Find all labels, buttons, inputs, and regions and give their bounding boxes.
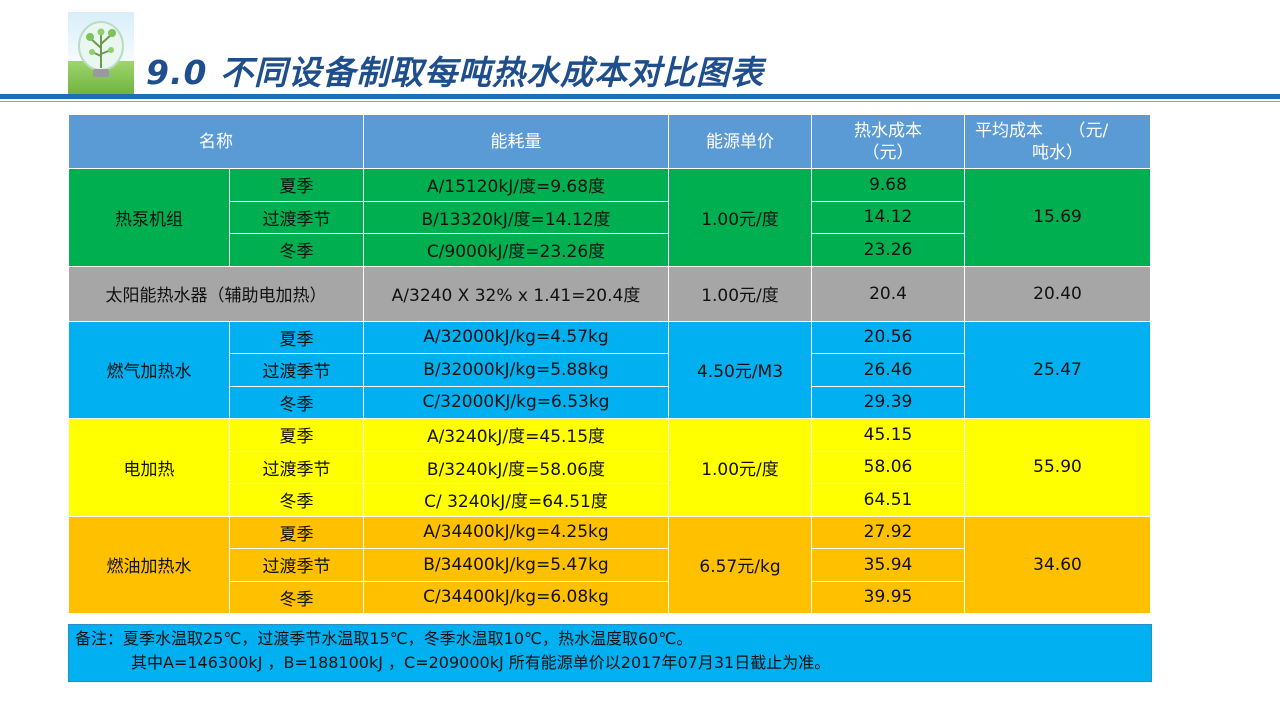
unit-price-cell: 1.00元/度 bbox=[668, 418, 812, 517]
unit-price-cell: 6.57元/kg bbox=[668, 515, 812, 614]
device-name-cell: 热泵机组 bbox=[68, 168, 230, 267]
table-row: 燃油加热水 夏季 A/34400kJ/kg=4.25kg 6.57元/kg 27… bbox=[68, 515, 1151, 614]
device-name-cell: 太阳能热水器（辅助电加热） bbox=[68, 265, 364, 322]
cost-cell: 39.95 bbox=[811, 580, 965, 614]
season-cell: 夏季 bbox=[229, 320, 364, 354]
unit-price-cell: 1.00元/度 bbox=[668, 265, 812, 322]
season-cell: 夏季 bbox=[229, 168, 364, 202]
cost-cell: 64.51 bbox=[811, 483, 965, 517]
table-row: 热泵机组 夏季 A/15120kJ/度=9.68度 1.00元/度 9.68 1… bbox=[68, 168, 1151, 267]
energy-cell: C/32000KJ/kg=6.53kg bbox=[363, 385, 669, 419]
column-header-cost-line1: 热水成本 bbox=[854, 120, 922, 141]
cost-cell: 27.92 bbox=[811, 515, 965, 549]
unit-price-cell: 4.50元/M3 bbox=[668, 320, 812, 419]
season-cell: 过渡季节 bbox=[229, 353, 364, 387]
season-cell: 冬季 bbox=[229, 233, 364, 267]
table-row: 冬季 C/34400kJ/kg=6.08kg 39.95 bbox=[69, 580, 1151, 614]
column-header-energy: 能耗量 bbox=[363, 114, 669, 169]
remarks-box: 备注：夏季水温取25℃，过渡季节水温取15℃，冬季水温取10℃，热水温度取60℃… bbox=[68, 624, 1152, 682]
energy-cell: A/34400kJ/kg=4.25kg bbox=[363, 515, 669, 549]
average-cost-cell: 55.90 bbox=[964, 418, 1151, 517]
table-row: 太阳能热水器（辅助电加热） A/3240 X 32% x 1.41=20.4度 … bbox=[68, 265, 1151, 322]
cost-cell: 35.94 bbox=[811, 548, 965, 582]
energy-cell: A/3240kJ/度=45.15度 bbox=[363, 418, 669, 452]
cost-cell: 45.15 bbox=[811, 418, 965, 452]
season-cell: 过渡季节 bbox=[229, 200, 364, 234]
table-row: 电加热 夏季 A/3240kJ/度=45.15度 1.00元/度 45.15 5… bbox=[68, 418, 1151, 517]
column-header-cost-line2: （元） bbox=[862, 142, 914, 163]
column-header-hot-water-cost: 热水成本 （元） bbox=[811, 114, 965, 169]
cost-cell: 23.26 bbox=[811, 233, 965, 267]
cost-cell: 26.46 bbox=[811, 353, 965, 387]
season-cell: 夏季 bbox=[229, 515, 364, 549]
device-name-cell: 电加热 bbox=[68, 418, 230, 517]
energy-cell: B/3240kJ/度=58.06度 bbox=[363, 450, 669, 484]
column-header-average-cost: 平均成本 （元/ 吨水） bbox=[964, 114, 1151, 169]
energy-cell: A/3240 X 32% x 1.41=20.4度 bbox=[363, 265, 669, 322]
season-cell: 冬季 bbox=[229, 580, 364, 614]
remarks-line-2: 其中A=146300kJ ，B=188100kJ ，C=209000kJ 所有能… bbox=[131, 653, 831, 672]
cost-cell: 9.68 bbox=[811, 168, 965, 202]
average-cost-cell: 25.47 bbox=[964, 320, 1151, 419]
cost-cell: 14.12 bbox=[811, 200, 965, 234]
cost-cell: 20.56 bbox=[811, 320, 965, 354]
table-row: 燃气加热水 夏季 A/32000kJ/kg=4.57kg 4.50元/M3 20… bbox=[68, 320, 1151, 419]
column-header-unit-price: 能源单价 bbox=[668, 114, 812, 169]
table-row: 过渡季节 B/32000kJ/kg=5.88kg 26.46 bbox=[69, 353, 1151, 387]
page-title: 9.0 不同设备制取每吨热水成本对比图表 bbox=[146, 53, 764, 92]
average-cost-cell: 34.60 bbox=[964, 515, 1151, 614]
energy-cell: B/32000kJ/kg=5.88kg bbox=[363, 353, 669, 387]
cost-comparison-table: 名称 能耗量 能源单价 热水成本 （元） 平均成本 （元/ 吨水） 热泵机组 夏… bbox=[68, 114, 1151, 614]
column-header-average-line2: 吨水） bbox=[1032, 142, 1083, 163]
energy-cell: B/13320kJ/度=14.12度 bbox=[363, 200, 669, 234]
energy-cell: A/32000kJ/kg=4.57kg bbox=[363, 320, 669, 354]
unit-price-cell: 1.00元/度 bbox=[668, 168, 812, 267]
energy-cell: B/34400kJ/kg=5.47kg bbox=[363, 548, 669, 582]
season-cell: 冬季 bbox=[229, 385, 364, 419]
logo-lightbulb-image bbox=[68, 12, 134, 94]
cost-cell: 58.06 bbox=[811, 450, 965, 484]
remarks-line-1: 备注：夏季水温取25℃，过渡季节水温取15℃，冬季水温取10℃，热水温度取60℃… bbox=[75, 629, 693, 648]
season-cell: 过渡季节 bbox=[229, 450, 364, 484]
cost-cell: 20.4 bbox=[811, 265, 965, 322]
energy-cell: C/9000kJ/度=23.26度 bbox=[363, 233, 669, 267]
title-divider-thin bbox=[0, 101, 1280, 102]
table-row: 过渡季节 B/13320kJ/度=14.12度 14.12 bbox=[69, 200, 1151, 234]
table-row: 冬季 C/32000KJ/kg=6.53kg 29.39 bbox=[69, 385, 1151, 419]
average-cost-cell: 15.69 bbox=[964, 168, 1151, 267]
season-cell: 过渡季节 bbox=[229, 548, 364, 582]
column-header-name: 名称 bbox=[68, 114, 364, 169]
energy-cell: C/ 3240kJ/度=64.51度 bbox=[363, 483, 669, 517]
season-cell: 夏季 bbox=[229, 418, 364, 452]
average-cost-cell: 20.40 bbox=[964, 265, 1151, 322]
cost-cell: 29.39 bbox=[811, 385, 965, 419]
column-header-average-line1: 平均成本 （元/ bbox=[975, 120, 1109, 141]
table-row: 过渡季节 B/3240kJ/度=58.06度 58.06 bbox=[69, 450, 1151, 484]
energy-cell: C/34400kJ/kg=6.08kg bbox=[363, 580, 669, 614]
table-row: 冬季 C/9000kJ/度=23.26度 23.26 bbox=[69, 233, 1151, 267]
title-divider bbox=[0, 94, 1280, 99]
season-cell: 冬季 bbox=[229, 483, 364, 517]
energy-cell: A/15120kJ/度=9.68度 bbox=[363, 168, 669, 202]
device-name-cell: 燃油加热水 bbox=[68, 515, 230, 614]
table-row: 冬季 C/ 3240kJ/度=64.51度 64.51 bbox=[69, 483, 1151, 517]
device-name-cell: 燃气加热水 bbox=[68, 320, 230, 419]
